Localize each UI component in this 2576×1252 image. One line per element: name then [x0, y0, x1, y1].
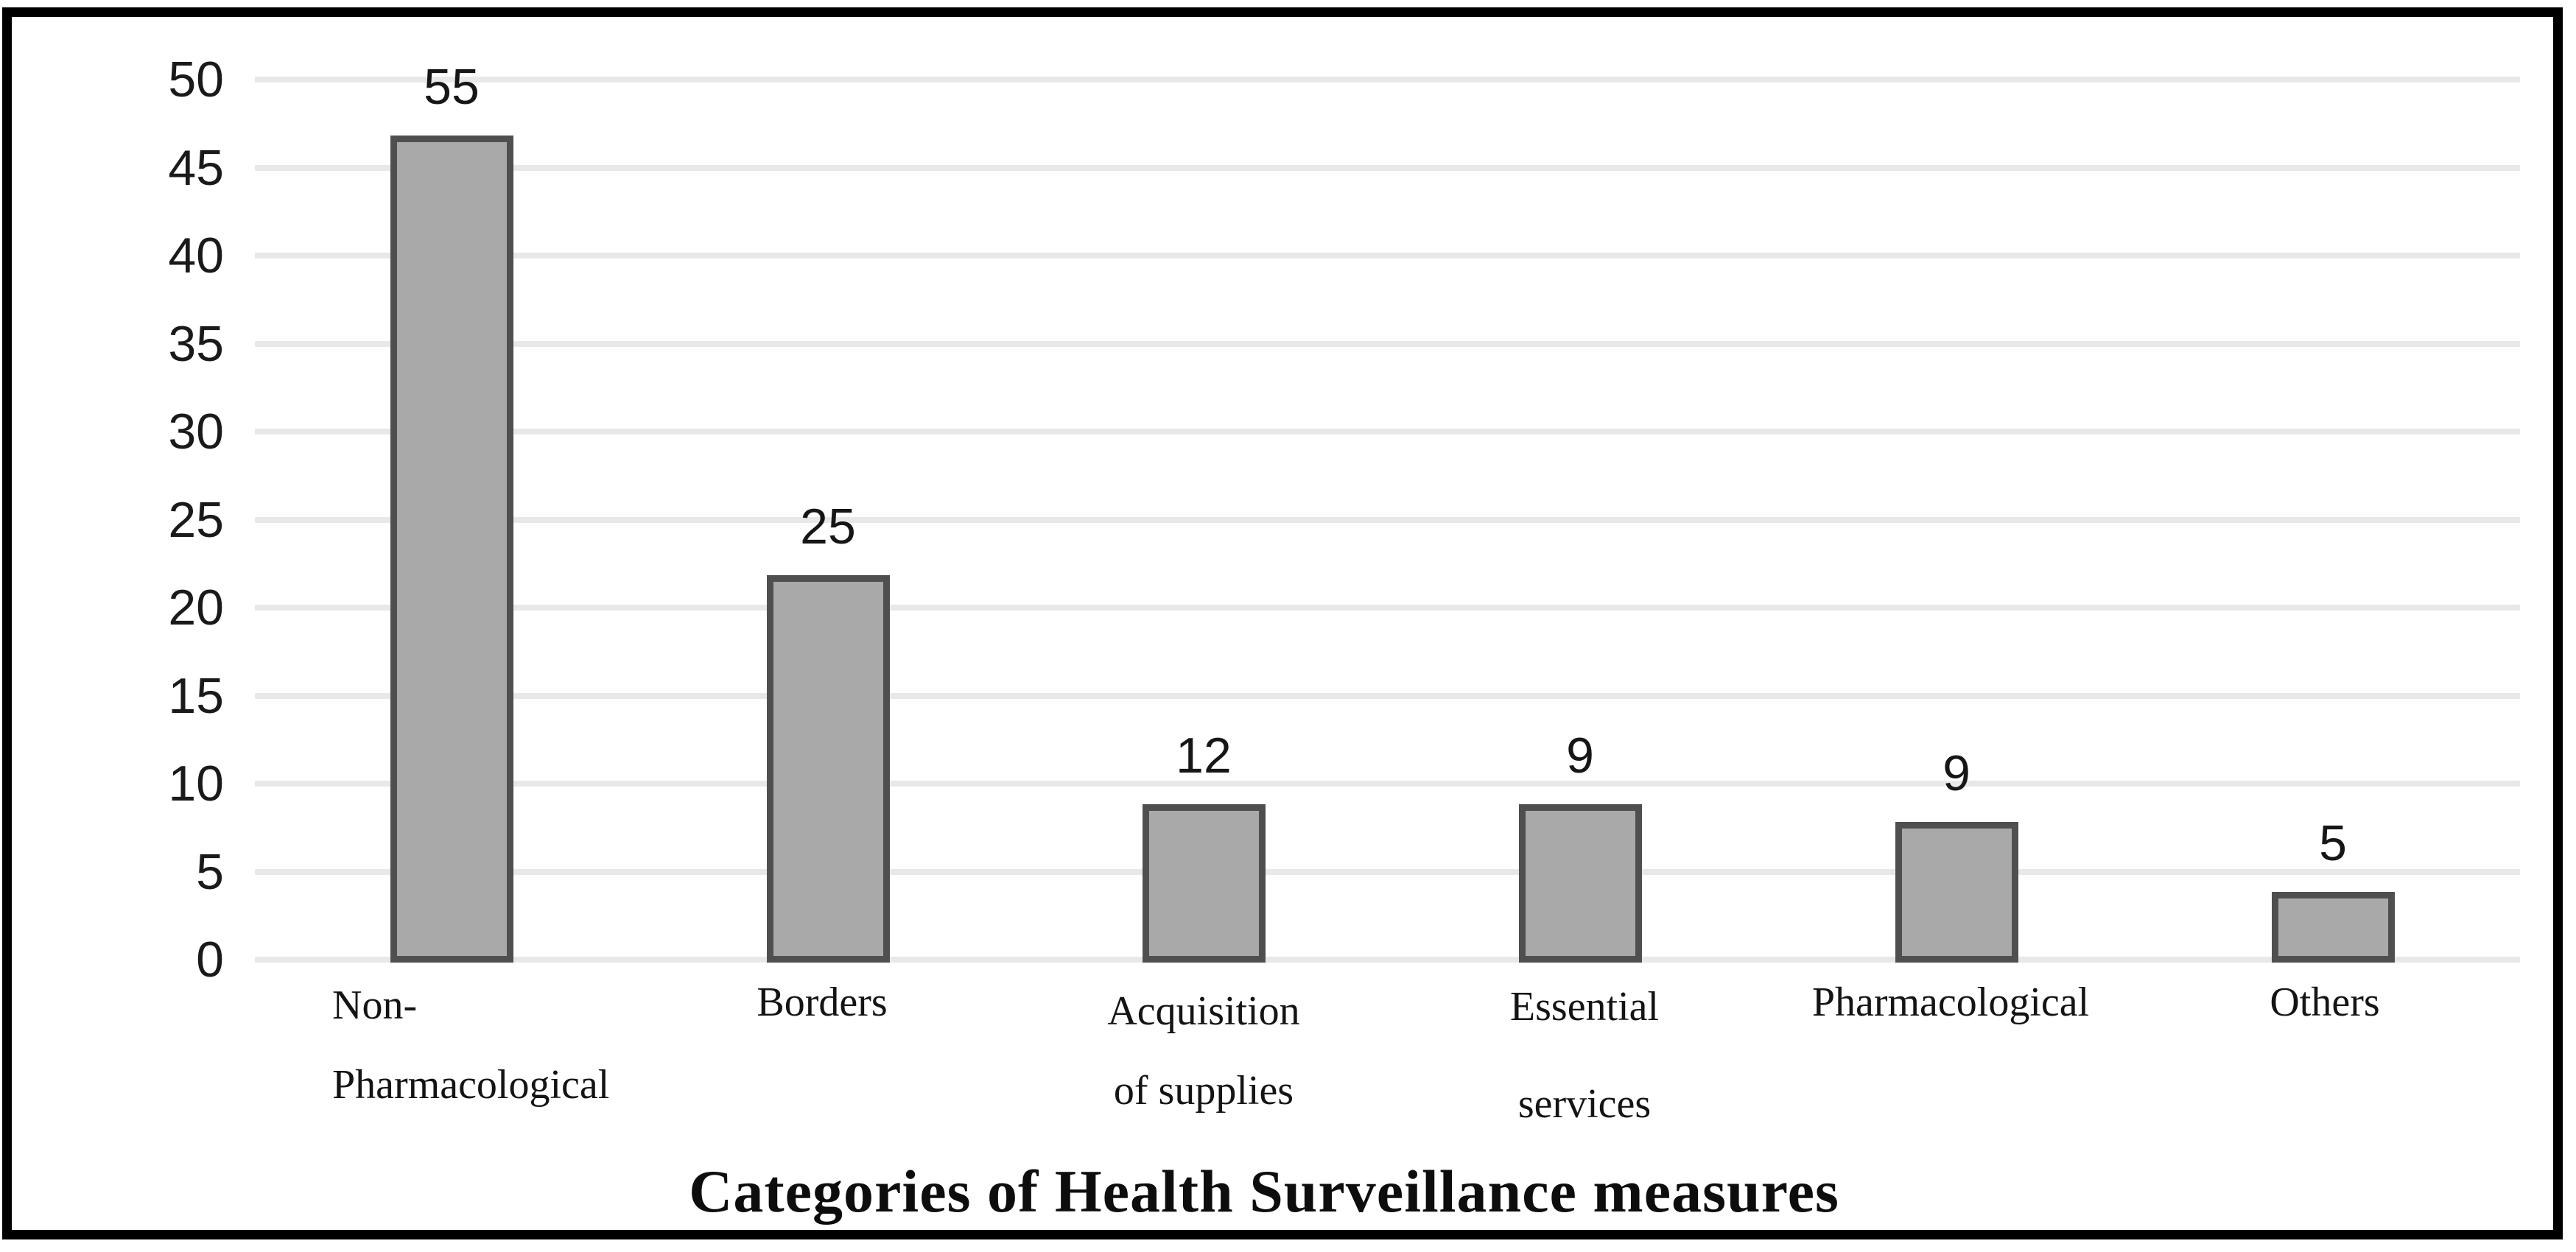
chart-title: Categories of Health Surveillance measur… — [689, 1158, 1839, 1225]
y-axis-tick-40: 40 — [168, 228, 224, 284]
gridline-20 — [255, 605, 2520, 611]
bar-others — [2271, 892, 2395, 963]
gridline-15 — [255, 692, 2520, 699]
gridline-0 — [255, 957, 2520, 963]
bar-value-label-pharmacological: 9 — [1942, 745, 1970, 801]
bar-value-label-essential-services: 9 — [1566, 727, 1594, 784]
gridline-50 — [255, 77, 2520, 82]
y-axis-tick-35: 35 — [168, 315, 224, 372]
bar-pharmacological — [1895, 821, 2018, 963]
bar-value-label-borders: 25 — [800, 499, 856, 555]
x-axis-label-pharmacological-line1: Pharmacological — [1811, 980, 2090, 1025]
bar-value-label-others: 5 — [2319, 815, 2347, 872]
y-axis-tick-25: 25 — [168, 491, 224, 548]
chart-frame: 0 5 10 15 20 25 30 35 40 45 50 55 Non- Pharmacologica… — [2, 7, 2563, 1239]
bar-essential-services — [1518, 803, 1642, 963]
bar-borders — [766, 575, 890, 963]
gridline-30 — [255, 429, 2520, 435]
bar-value-label-non-pharmacological: 55 — [424, 58, 480, 115]
x-axis-label-acquisition-of-supplies-line1: Acquisition — [1107, 988, 1300, 1034]
bar-non-pharmacological — [390, 135, 513, 963]
y-axis-tick-20: 20 — [168, 580, 224, 636]
y-axis-tick-10: 10 — [168, 756, 224, 812]
x-axis-label-essential-services-line1: Essential — [1509, 984, 1660, 1030]
y-axis-tick-45: 45 — [168, 139, 224, 196]
plot-area: 0 5 10 15 20 25 30 35 40 45 50 55 Non- Pharmacologica… — [12, 17, 2553, 1230]
x-axis-label-acquisition-of-supplies-line2: of supplies — [1113, 1068, 1294, 1114]
bar-acquisition-of-supplies — [1142, 803, 1266, 963]
y-axis-tick-0: 0 — [196, 932, 224, 988]
bar-value-label-acquisition-of-supplies: 12 — [1176, 727, 1232, 784]
gridline-45 — [255, 164, 2520, 171]
y-axis-tick-30: 30 — [168, 404, 224, 460]
gridline-40 — [255, 253, 2520, 259]
x-axis-label-essential-services-line2: services — [1517, 1081, 1652, 1127]
gridline-5 — [255, 868, 2520, 875]
y-axis-tick-5: 5 — [196, 843, 224, 900]
x-axis-label-others-line1: Others — [2270, 980, 2380, 1025]
x-axis-label-borders-line1: Borders — [757, 980, 888, 1025]
gridline-25 — [255, 516, 2520, 523]
y-axis-tick-50: 50 — [168, 52, 224, 108]
x-axis-label-non-pharmacological-line2: Pharmacological — [332, 1062, 610, 1108]
gridline-35 — [255, 340, 2520, 347]
gridline-10 — [255, 781, 2520, 787]
y-axis-tick-15: 15 — [168, 667, 224, 724]
x-axis-label-non-pharmacological-line1: Non- — [332, 982, 418, 1028]
